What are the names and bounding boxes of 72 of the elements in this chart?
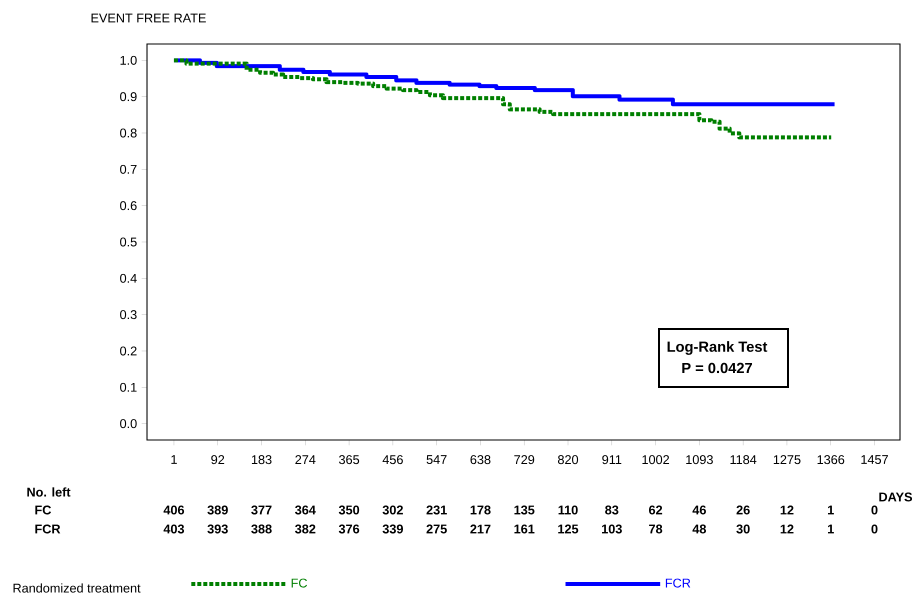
text: 12	[780, 506, 794, 514]
legend-title: Randomized treatment	[14, 583, 141, 593]
text: FC	[35, 506, 52, 514]
x-tick-label: 365	[339, 455, 360, 464]
x-tick-label: 274	[295, 455, 316, 464]
text: 275	[426, 524, 447, 534]
text: 389	[207, 505, 228, 514]
text: 26	[736, 506, 750, 514]
text: 350	[338, 505, 360, 514]
annotation: Log-Rank Test	[668, 341, 768, 355]
x-tick-label: 1366	[818, 455, 844, 464]
text: 302	[382, 505, 403, 514]
text: 376	[338, 524, 360, 534]
x-tick-label: 456	[382, 455, 403, 464]
x-tick-label: 1	[171, 455, 177, 464]
text: 161	[514, 524, 534, 534]
x-tick-label: 1457	[861, 455, 888, 464]
text: 83	[605, 505, 618, 514]
text: 178	[470, 506, 491, 514]
text: 217	[470, 524, 490, 534]
text: 406	[164, 506, 184, 514]
x-tick-label: 183	[252, 455, 272, 464]
y-tick-label: 0.5	[120, 238, 137, 246]
x-tick-label: 911	[602, 455, 622, 464]
x-tick-label: 638	[470, 455, 490, 464]
y-tick-label: 0.1	[120, 382, 137, 392]
y-tick-label: 0.0	[120, 419, 137, 428]
text: 393	[207, 524, 228, 534]
text: 110	[558, 506, 578, 514]
y-axis-title: EVENT FREE RATE	[92, 14, 206, 22]
text: 78	[649, 524, 662, 534]
x-tick-label: 547	[426, 455, 447, 464]
text: 46	[692, 506, 706, 514]
x-axis-title: DAYS	[879, 492, 912, 502]
text: 0	[871, 524, 878, 534]
text: FC	[292, 578, 308, 588]
x-tick-label: 729	[514, 455, 534, 464]
text: 12	[780, 524, 794, 534]
y-tick-label: 0.8	[120, 128, 137, 138]
text: 0	[871, 506, 878, 514]
y-tick-label: 0.3	[120, 310, 137, 320]
text: 388	[251, 524, 272, 534]
text: 48	[692, 524, 706, 534]
text: 125	[558, 524, 578, 534]
annotation: P = 0.0427	[682, 362, 752, 374]
text: 339	[382, 524, 403, 534]
y-tick-label: 0.7	[120, 164, 137, 174]
y-tick-label: 0.4	[120, 274, 137, 283]
text: 382	[295, 524, 316, 534]
text: 1	[828, 506, 834, 514]
x-tick-label: 1184	[730, 455, 756, 464]
text: 231	[426, 505, 447, 514]
text: 103	[602, 524, 622, 534]
text: No. left	[27, 487, 70, 497]
x-tick-label: 1093	[686, 455, 713, 464]
y-tick-label: 1.0	[120, 56, 137, 65]
text: 62	[648, 506, 662, 514]
text: 135	[514, 505, 534, 514]
y-tick-label: 0.2	[120, 346, 137, 356]
text: 364	[295, 505, 316, 514]
text: 377	[251, 505, 272, 514]
text: 403	[164, 524, 184, 534]
x-tick-label: 92	[211, 455, 224, 464]
y-tick-label: 0.6	[120, 201, 137, 210]
text: 30	[736, 524, 750, 534]
x-tick-label: 820	[558, 455, 578, 464]
x-tick-label: 1002	[642, 455, 670, 464]
text: 1	[828, 524, 834, 534]
y-tick-label: 0.9	[120, 92, 137, 102]
x-tick-label: 1275	[774, 455, 800, 464]
text: FCR	[35, 524, 60, 534]
text: FCR	[666, 578, 690, 588]
